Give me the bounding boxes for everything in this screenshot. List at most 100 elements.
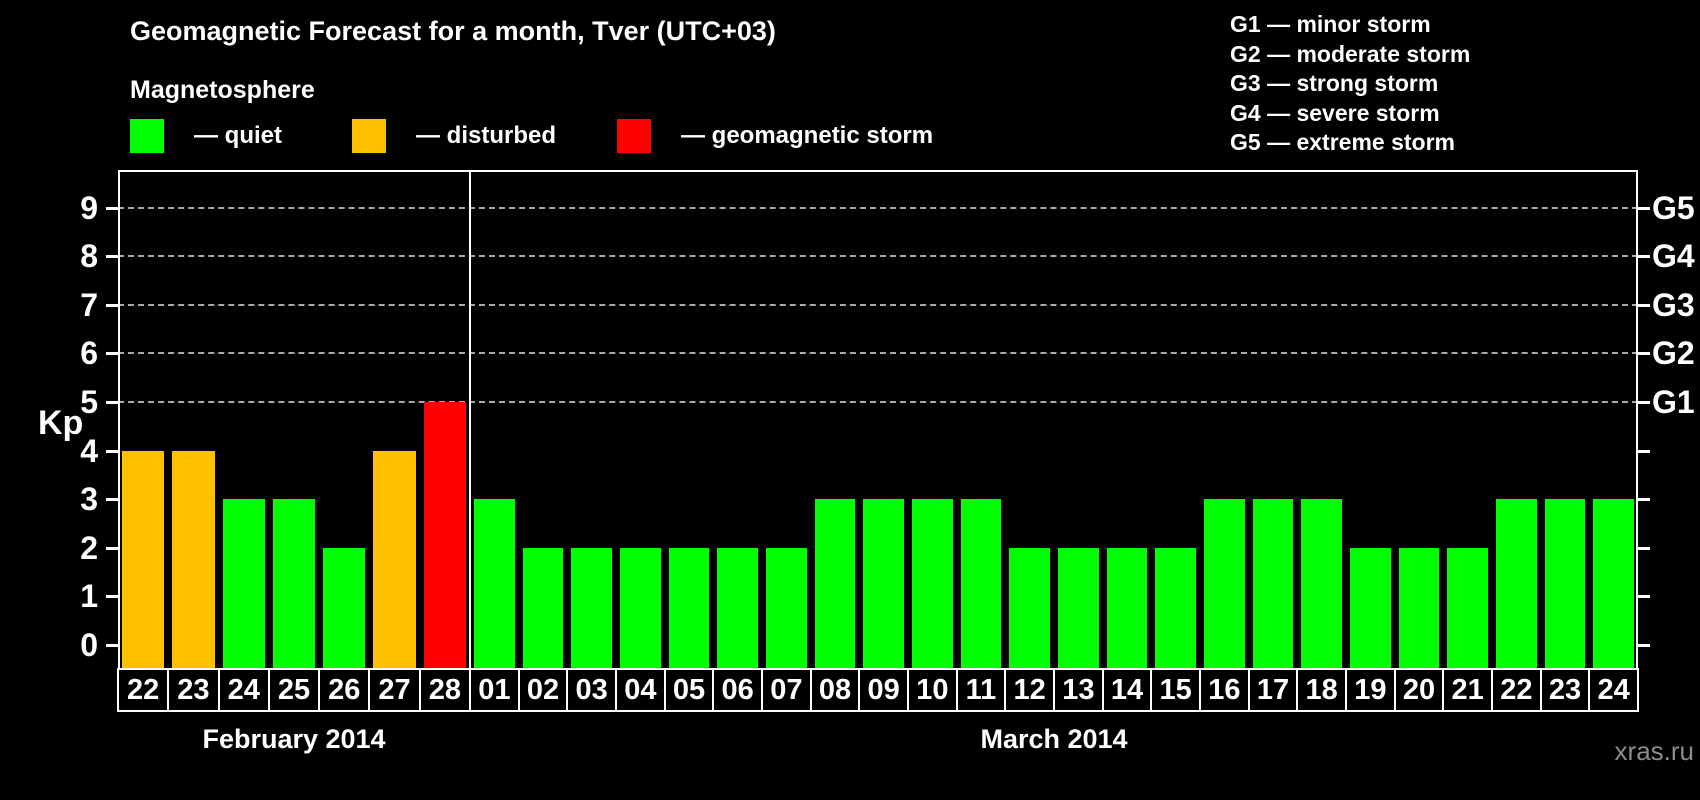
kp-bar-march-17 [1252,499,1294,668]
legend-item-quiet: — quiet [130,119,282,153]
month-divider-line [469,170,471,668]
y-tick-label: 3 [80,481,98,518]
day-label-18: 18 [1296,668,1347,712]
kp-bar-march-23 [1544,499,1586,668]
kp-bar-february-24 [222,499,265,668]
y-tick-label: 4 [80,432,98,469]
day-label-28: 28 [418,668,471,712]
kp-bar-march-07 [766,547,807,668]
magnetosphere-legend: — quiet — disturbed — geomagnetic storm [130,119,1030,159]
chart-title: Geomagnetic Forecast for a month, Tver (… [130,16,776,46]
kp-bar-march-05 [668,547,710,668]
legend-item-disturbed: — disturbed [352,119,556,153]
day-label-06: 06 [712,668,763,712]
magnetosphere-heading: Magnetosphere [130,76,315,104]
gridline-kp6 [118,352,1638,355]
y-tick-label: 6 [80,335,98,372]
y-tick-left [106,498,118,502]
day-label-23: 23 [1539,668,1591,712]
kp-bar-march-14 [1106,547,1148,668]
kp-bar-march-24 [1593,499,1634,668]
day-label-08: 08 [809,668,861,712]
day-label-21: 21 [1442,668,1493,712]
y-tick-right [1638,546,1650,550]
g-legend-line: G5 — extreme storm [1230,129,1455,155]
day-label-27: 27 [368,668,421,712]
kp-bar-march-06 [717,547,758,668]
g-legend-line: G4 — severe storm [1230,99,1440,126]
y-tick-right [1638,303,1650,307]
gridline-kp7 [118,303,1638,306]
day-label-10: 10 [907,668,958,712]
y-tick-right [1638,498,1650,502]
day-label-01: 01 [469,668,520,712]
kp-bar-march-13 [1058,547,1099,668]
kp-bar-february-22 [122,450,165,668]
day-label-25: 25 [267,668,321,712]
g-legend-line: G2 — moderate storm [1230,40,1471,67]
kp-bar-march-01 [474,499,515,668]
day-label-09: 09 [858,668,909,712]
g-axis-label-g2: G2 [1652,335,1695,372]
kp-bar-march-02 [522,547,564,668]
y-axis-line [118,170,120,668]
y-tick-right [1638,449,1650,453]
day-label-12: 12 [1004,668,1055,712]
gridline-kp8 [118,255,1638,258]
day-label-07: 07 [761,668,812,712]
plot-top-border [118,170,1638,172]
day-label-15: 15 [1150,668,1201,712]
kp-bar-march-03 [571,547,612,668]
day-label-24: 24 [1588,668,1639,712]
kp-bar-march-10 [912,499,953,668]
y-tick-right [1638,644,1650,647]
kp-axis-label: Kp [38,404,84,442]
watermark: xras.ru [1614,736,1694,766]
g-axis-label-g4: G4 [1652,238,1695,275]
y-tick-left [106,401,118,404]
day-label-19: 19 [1345,668,1396,712]
y-tick-left [106,644,118,647]
y-tick-left [106,255,118,259]
y-tick-right [1638,206,1650,210]
kp-bar-march-21 [1447,547,1488,668]
day-label-20: 20 [1393,668,1445,712]
y-tick-label: 1 [80,578,98,615]
day-label-17: 17 [1247,668,1299,712]
g-axis-label-g5: G5 [1652,189,1695,226]
y-tick-label: 8 [80,238,98,275]
kp-bar-march-04 [620,547,661,668]
kp-bar-march-22 [1496,499,1537,668]
day-label-05: 05 [663,668,715,712]
y-tick-left [106,303,118,307]
kp-bar-march-19 [1350,547,1391,668]
y-tick-label: 7 [80,286,98,323]
legend-label: — disturbed [416,122,557,149]
kp-bar-february-27 [373,450,416,668]
legend-item-storm: — geomagnetic storm [617,119,933,153]
day-label-14: 14 [1101,668,1153,712]
day-label-24: 24 [217,668,270,712]
y-tick-label: 9 [80,189,98,226]
kp-bar-march-12 [1009,547,1050,668]
g-axis-label-g1: G1 [1652,384,1695,420]
kp-bar-march-20 [1398,547,1440,668]
kp-bar-march-11 [960,499,1002,668]
gridline-kp9 [118,206,1638,209]
kp-bar-march-16 [1204,499,1245,668]
y-tick-left [106,595,118,599]
legend-label: — geomagnetic storm [681,122,934,149]
day-label-04: 04 [615,668,666,712]
kp-bar-march-08 [814,499,856,668]
kp-bar-march-18 [1301,499,1342,668]
month-label-february: February 2014 [202,724,386,754]
day-label-13: 13 [1053,668,1104,712]
g-axis-label-g3: G3 [1652,286,1695,323]
y-tick-right [1638,255,1650,259]
y-tick-right [1638,401,1650,404]
day-label-03: 03 [566,668,617,712]
day-label-02: 02 [517,668,569,712]
g-legend-line: G3 — strong storm [1230,70,1439,96]
y-tick-left [106,206,118,210]
